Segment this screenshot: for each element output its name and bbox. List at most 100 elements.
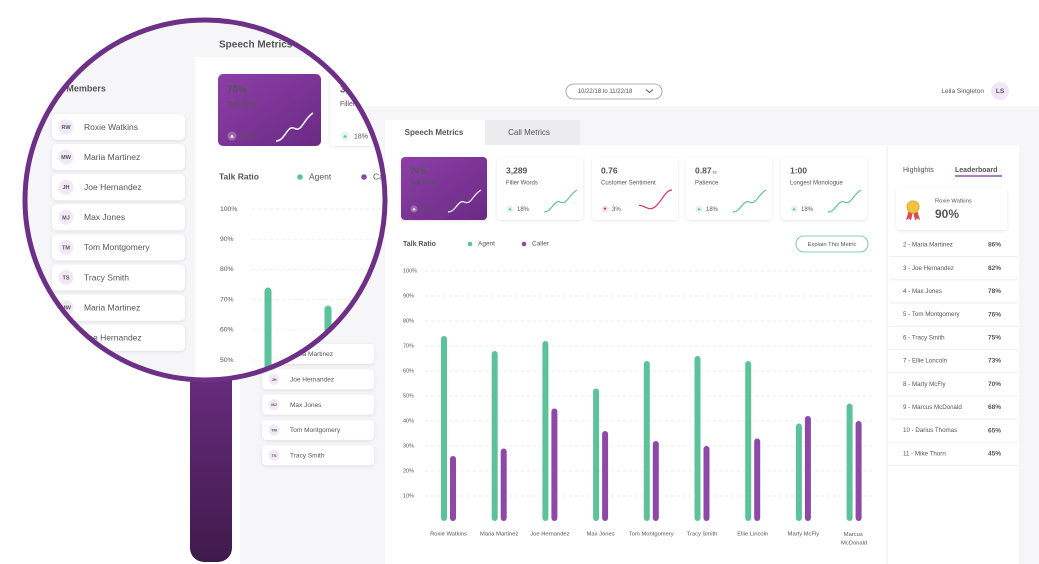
metric-card[interactable] [497, 157, 583, 220]
metric-card[interactable] [592, 157, 678, 220]
member-initials: MW [61, 306, 72, 312]
member-avatar [268, 399, 280, 411]
member-pill[interactable] [52, 294, 185, 321]
y-tick-label: 50% [220, 357, 234, 364]
member-pill[interactable] [52, 114, 185, 140]
member-name: Tom Montgomery [84, 242, 150, 252]
legend-dot [521, 241, 527, 247]
explain-button-label[interactable]: Explain This Metric [808, 242, 857, 248]
explain-button[interactable] [795, 235, 869, 253]
x-tick-label: Roxie Watkins [430, 532, 467, 538]
sparkline [827, 189, 862, 213]
side-tab[interactable]: Highlights [903, 167, 934, 174]
leaderboard-value: 45% [988, 451, 1001, 458]
chart-title: Talk Ratio [403, 241, 436, 248]
member-pill[interactable] [262, 419, 374, 440]
metric-label: Filler Words [506, 181, 538, 187]
metric-change: 3% [612, 207, 621, 213]
chart-title: Talk Ratio [219, 171, 259, 181]
member-avatar [58, 119, 74, 135]
member-pill[interactable] [52, 144, 185, 171]
bar [500, 448, 507, 521]
x-tick-label: Marty McFly [788, 532, 820, 538]
member-name: Joe Hernandez [84, 332, 142, 342]
member-initials: JH [62, 336, 69, 342]
trend-arrow [343, 134, 347, 138]
metric-card[interactable] [686, 157, 772, 220]
metric-change: 18% [801, 207, 814, 213]
tab-label[interactable]: Call Metrics [508, 128, 550, 137]
sparkline [638, 189, 673, 210]
metric-label: Customer Sentiment [601, 181, 656, 187]
x-tick-label: Max Jones [587, 532, 615, 538]
avatar[interactable] [991, 82, 1009, 100]
member-pill[interactable] [262, 394, 374, 415]
chevron-icon [645, 89, 654, 94]
trend-arrow [412, 207, 416, 211]
y-tick-label: 90% [403, 293, 414, 299]
member-pill[interactable] [52, 204, 185, 231]
member-pill[interactable] [52, 174, 185, 201]
member-avatar [268, 373, 280, 385]
y-tick-label: 70% [220, 296, 234, 303]
y-tick-label: 20% [403, 468, 414, 474]
tab-speech-metrics[interactable] [385, 120, 485, 146]
bar [441, 336, 447, 521]
leaderboard-value: 86% [988, 242, 1001, 249]
leaderboard-value: 68% [988, 404, 1001, 411]
x-tick-label: Maria Martinez [480, 532, 518, 538]
member-avatar [58, 330, 74, 346]
tab-label[interactable]: Speech Metrics [405, 128, 464, 137]
metric-card[interactable] [781, 157, 867, 220]
member-pill[interactable] [262, 445, 374, 466]
leaderboard-name: 4 - Max Jones [903, 288, 942, 295]
member-avatar [58, 149, 74, 165]
y-tick-label: 80% [220, 266, 234, 273]
trend-arrow [697, 207, 701, 211]
team-title: Team Members [41, 83, 106, 93]
metric-value: 0.76 [601, 165, 618, 175]
member-initials: RW [61, 125, 71, 131]
x-tick-label: Tracy Smith [687, 532, 718, 538]
bar [450, 456, 456, 521]
tab-call-metrics[interactable] [485, 120, 580, 146]
bar [593, 388, 600, 521]
x-tick-label: Marcus McDonald [841, 532, 867, 547]
legend-dot [297, 174, 303, 180]
y-tick-label: 80% [403, 318, 414, 324]
y-tick-label: 10% [403, 493, 414, 499]
leaderboard-name: 6 - Tracy Smith [903, 334, 945, 341]
member-pill[interactable] [52, 264, 185, 291]
member-avatar [58, 239, 74, 255]
leaderboard-name: 2 - Maria Martinez [903, 242, 953, 249]
y-tick-label: 60% [220, 327, 234, 334]
y-tick-label: 40% [403, 418, 414, 424]
side-tab[interactable]: Leaderboard [955, 167, 997, 174]
legend-label: Agent [309, 171, 332, 181]
metric-value: 70% [227, 85, 247, 96]
date-picker[interactable] [565, 83, 663, 100]
bar [745, 361, 752, 521]
leaderboard-value: 78% [988, 288, 1001, 295]
member-name: Maria Martinez [290, 351, 333, 358]
member-pill[interactable] [52, 234, 185, 261]
leaderboard-value: 82% [988, 265, 1001, 272]
member-name: Tom Montgomery [290, 427, 341, 434]
bar [542, 341, 549, 521]
member-avatar [58, 209, 74, 225]
legend-label: Agent [478, 241, 495, 248]
metric-unit: sc [713, 170, 718, 175]
leaderboard-value: 73% [988, 358, 1001, 365]
metric-value: 3,289 [506, 165, 528, 175]
sparkline [447, 189, 482, 213]
metric-change: 15% [241, 133, 255, 140]
x-tick-label: Tom Montgomery [629, 532, 674, 538]
member-pill[interactable] [262, 369, 374, 390]
member-initials: TM [62, 245, 70, 251]
member-name: Maria Martinez [84, 152, 140, 162]
bar [846, 403, 853, 521]
metric-card[interactable] [401, 157, 487, 220]
bar [264, 287, 272, 380]
metric-change: 18% [706, 207, 719, 213]
